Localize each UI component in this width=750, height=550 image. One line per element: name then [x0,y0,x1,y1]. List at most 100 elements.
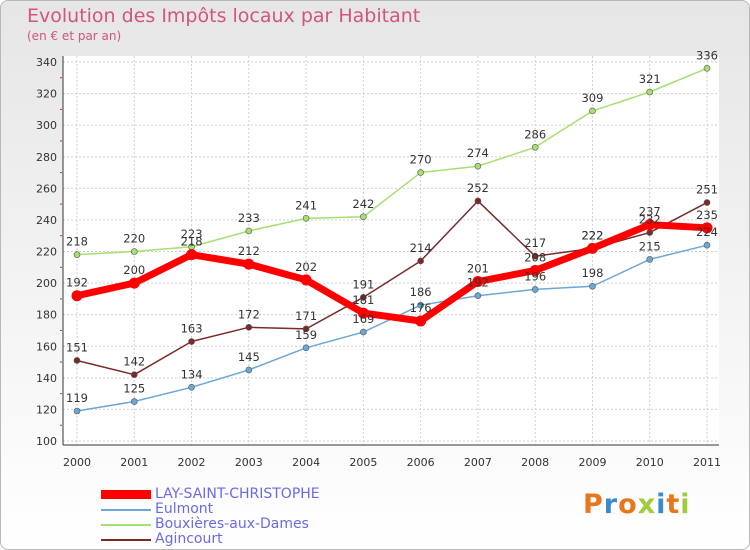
y-tick-label: 300 [36,119,57,132]
data-point [531,143,539,151]
y-tick-label: 260 [36,182,57,195]
proxiti-logo: Proxiti [583,489,691,520]
x-tick-label: 2009 [578,456,606,469]
y-tick-label: 180 [36,309,57,322]
data-point [188,384,195,391]
data-label: 212 [238,244,260,258]
x-tick-label: 2003 [235,456,263,469]
data-label: 151 [66,340,88,354]
logo-letter: o [618,489,638,520]
data-point [589,107,596,115]
data-label: 176 [410,301,432,315]
data-point [531,252,539,260]
series-line [73,221,711,325]
data-label: 223 [181,227,203,241]
data-label: 163 [181,322,203,336]
data-label: 208 [524,250,546,264]
data-label: 192 [66,276,88,290]
data-point [188,338,195,345]
data-point [703,241,711,249]
data-point [415,315,427,327]
x-tick-label: 2006 [407,456,435,469]
logo-letter: i [680,489,691,520]
data-point [245,323,253,331]
data-label: 251 [696,183,718,197]
data-label: 241 [295,198,317,212]
data-label: 192 [467,276,489,290]
x-tick-label: 2001 [120,456,148,469]
data-point [360,293,367,301]
data-label: 142 [123,355,145,369]
legend-swatch [101,509,151,511]
data-label: 222 [581,228,603,242]
data-point [71,290,83,302]
x-tick-label: 2002 [178,456,206,469]
data-point [417,257,424,265]
data-label: 274 [467,146,489,160]
data-label: 201 [467,262,489,276]
data-point [302,215,310,222]
data-label: 336 [696,48,718,62]
data-point [701,222,713,234]
data-label: 237 [639,205,661,219]
data-label: 200 [123,263,145,277]
data-point [646,88,654,96]
data-label: 235 [696,208,718,222]
data-point [703,65,711,72]
data-label: 172 [238,307,260,321]
y-tick-label: 220 [36,246,57,259]
data-point [474,197,482,205]
data-label: 233 [238,211,260,225]
data-point [186,249,198,261]
data-point [360,328,367,336]
chart-subtitle: (en € et par an) [27,29,122,43]
data-label: 169 [352,312,374,326]
data-label: 145 [238,350,260,364]
x-tick-label: 2004 [292,456,320,469]
data-point [73,357,81,364]
data-label: 171 [295,309,317,323]
y-tick-label: 320 [36,88,57,101]
y-tick-label: 140 [36,372,57,385]
data-label: 224 [696,225,718,239]
data-label: 286 [524,127,546,141]
data-point [73,407,81,415]
data-point [245,366,253,374]
logo-letter: P [583,489,604,520]
data-label: 214 [410,241,432,255]
data-label: 181 [352,293,374,307]
series-line [76,67,708,256]
legend-label: Eulmont [155,501,214,517]
data-point [646,229,654,236]
data-label: 222 [581,228,603,242]
legend-label: LAY-SAINT-CHRISTOPHE [155,486,320,502]
data-point [360,213,367,221]
legend-label: Agincourt [155,531,223,547]
data-point [529,264,541,276]
logo-letter: i [656,489,667,520]
data-point [703,199,711,206]
x-tick-label: 2000 [63,456,91,469]
y-tick-label: 160 [36,340,57,353]
y-tick-label: 340 [36,56,57,69]
data-label: 159 [295,328,317,342]
data-label: 232 [639,213,661,227]
data-point [73,251,81,258]
data-point [130,398,138,405]
data-label: 202 [295,260,317,274]
data-label: 125 [123,382,145,396]
data-label: 218 [66,235,88,249]
data-label: 252 [467,181,489,195]
data-point [586,242,598,254]
logo-letter: r [603,489,619,520]
data-point [417,169,424,176]
data-point [130,248,138,255]
legend-swatch [101,490,151,499]
y-tick-label: 200 [36,277,57,290]
legend-swatch [101,524,151,526]
y-tick-label: 120 [36,403,57,416]
x-tick-label: 2010 [636,456,664,469]
data-point [589,282,596,290]
data-label: 218 [181,235,203,249]
legend-swatch [101,539,151,541]
